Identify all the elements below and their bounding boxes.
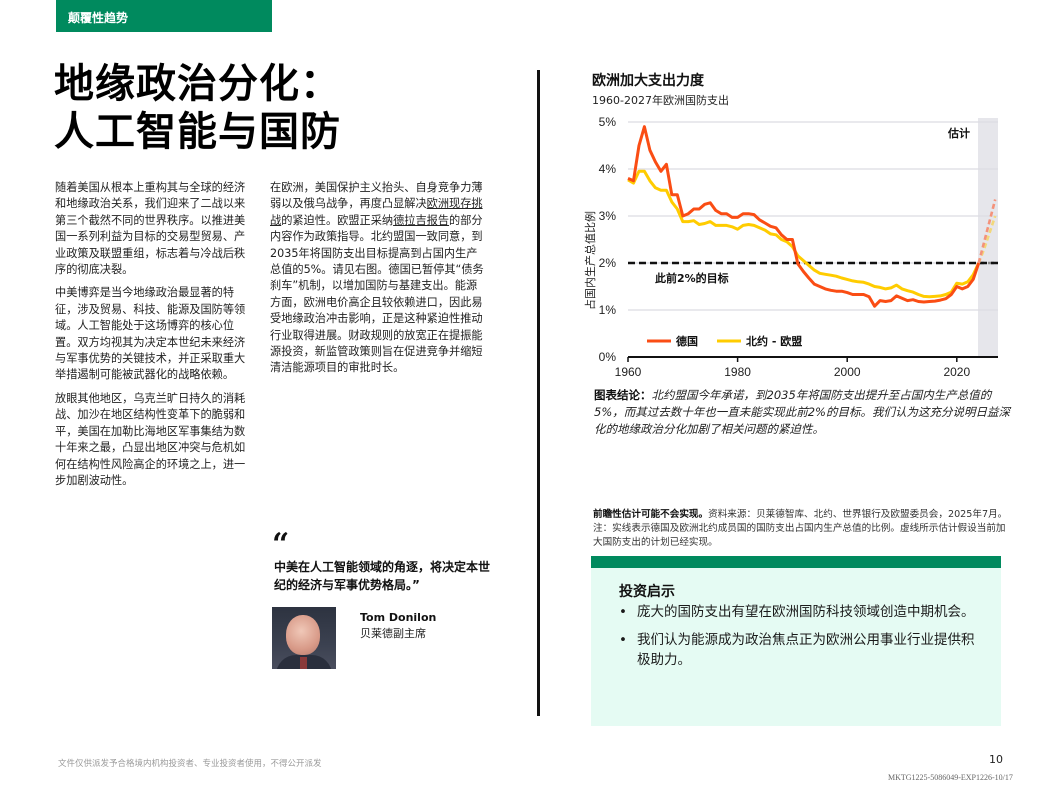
title-line-1: 地缘政治分化：	[54, 61, 341, 107]
source-note: 前瞻性估计可能不会实现。资料来源：贝莱德智库、北约、世界银行及欧盟委员会，202…	[593, 508, 1013, 550]
page-title: 地缘政治分化： 人工智能与国防	[54, 60, 341, 156]
speaker-portrait	[272, 607, 336, 669]
bullet-icon: •	[619, 604, 627, 620]
paragraph: 放眼其他地区，乌克兰旷日持久的消耗战、加沙在地区结构性变革下的脆弱和平，美国在加…	[55, 391, 246, 487]
x-tick-label: 1980	[724, 365, 751, 379]
body-column-2: 在欧洲，美国保护主义抬头、自身竞争力薄弱以及俄乌战争，再度凸显解决欧洲现存挑战的…	[270, 180, 486, 384]
quote-mark-icon: “	[272, 527, 290, 562]
paragraph: 中美博弈是当今地缘政治最显著的特征，涉及贸易、科技、能源及国防等领域。人工智能处…	[55, 286, 246, 382]
legend-label: 德国	[675, 334, 698, 348]
text: 的部分内容作为政策指导。北约盟国一致同意，到2035年将国防支出目标提高到占国内…	[270, 213, 484, 375]
conclusion-text: 北约盟国今年承诺，到2035年将国防支出提升至占国内生产总值的5%，而其过去数十…	[594, 388, 1010, 436]
y-axis-label: 占国内生产总值比例	[583, 211, 597, 310]
investment-item: • 我们认为能源成为政治焦点正为欧洲公用事业行业提供积极助力。	[619, 630, 981, 670]
paragraph: 随着美国从根本上重构其与全球的经济和地缘政治关系，我们迎来了二战以来第三个截然不…	[55, 181, 246, 277]
footer-disclaimer: 文件仅供派发予合格境内机构投资者、专业投资者使用，不得公开派发	[58, 759, 322, 769]
investment-box: 投资启示 • 庞大的国防支出有望在欧洲国防科技领域创造中期机会。 • 我们认为能源成…	[591, 568, 1001, 726]
section-tag-label: 颠覆性趋势	[68, 11, 129, 25]
chart-subtitle: 1960-2027年欧洲国防支出	[592, 94, 729, 107]
speaker-role: 贝莱德副主席	[360, 627, 426, 640]
speaker-name: Tom Donilon	[360, 611, 437, 624]
investment-item-text: 庞大的国防支出有望在欧洲国防科技领域创造中期机会。	[637, 604, 975, 620]
conclusion-label: 图表结论：	[594, 388, 652, 402]
portrait-tie	[300, 657, 307, 669]
document-code: MKTG1225-5086049-EXP1226-10/17	[888, 773, 1013, 782]
estimate-label: 估计	[947, 126, 970, 140]
investment-item-text: 我们认为能源成为政治焦点正为欧洲公用事业行业提供积极助力。	[637, 632, 975, 668]
text: 的紧迫性。欧盟正采纳	[281, 213, 394, 227]
title-line-2: 人工智能与国防	[54, 109, 341, 155]
series-lines	[627, 125, 997, 308]
x-axis-ticks: 1960 1980 2000 2020	[615, 357, 970, 379]
source-disclaimer: 前瞻性估计可能不会实现。	[593, 509, 709, 520]
legend-label: 北约 - 欧盟	[746, 334, 802, 348]
link-draghi-report[interactable]: 德拉吉报告	[393, 213, 450, 227]
x-tick-label: 1960	[615, 365, 642, 379]
investment-title: 投资启示	[619, 584, 675, 600]
body-column-1: 随着美国从根本上重构其与全球的经济和地缘政治关系，我们迎来了二战以来第三个截然不…	[55, 180, 255, 496]
section-tag: 颠覆性趋势	[56, 0, 272, 32]
y-tick-label: 4%	[599, 162, 617, 176]
y-tick-label: 3%	[599, 209, 617, 223]
y-axis-ticks: 0% 1% 2% 3% 4% 5%	[599, 115, 617, 364]
series-estimate-1	[977, 215, 997, 264]
page-number: 10	[989, 753, 1003, 766]
series-estimate-0	[977, 199, 997, 264]
text: 在欧洲，美国保护主义抬头、自身竞争力薄弱以及俄乌战争，再度凸显解决	[270, 181, 483, 211]
chart-legend: 德国 北约 - 欧盟	[647, 334, 802, 348]
investment-box-header-bar	[591, 556, 1001, 568]
y-tick-label: 2%	[599, 256, 617, 270]
y-tick-label: 0%	[599, 350, 617, 364]
series-line-0	[627, 125, 981, 308]
chart-conclusion: 图表结论：北约盟国今年承诺，到2035年将国防支出提升至占国内生产总值的5%，而…	[594, 387, 1014, 438]
chart-title: 欧洲加大支出力度	[592, 73, 704, 89]
target-label: 此前2%的目标	[655, 271, 729, 285]
investment-list: • 庞大的国防支出有望在欧洲国防科技领域创造中期机会。 • 我们认为能源成为政治焦点…	[619, 602, 981, 670]
paragraph: 在欧洲，美国保护主义抬头、自身竞争力薄弱以及俄乌战争，再度凸显解决欧洲现存挑战的…	[270, 180, 486, 377]
quote-text: 中美在人工智能领域的角逐，将决定本世纪的经济与军事优势格局。”	[274, 560, 491, 592]
portrait-head	[286, 615, 320, 655]
y-tick-label: 1%	[599, 303, 617, 317]
column-divider	[537, 70, 540, 716]
x-tick-label: 2000	[834, 365, 861, 379]
investment-item: • 庞大的国防支出有望在欧洲国防科技领域创造中期机会。	[619, 602, 981, 622]
x-tick-label: 2020	[943, 365, 970, 379]
link-europe-challenges[interactable]: 欧洲现存挑战	[270, 197, 483, 227]
defense-spending-chart: 0% 1% 2% 3% 4% 5% 1960 1980 2000 2020 此前2%的目标 估计…	[583, 115, 998, 379]
source-text: 资料来源：贝莱德智库、北约、世界银行及欧盟委员会，2025年7月。注：实线表示德…	[593, 509, 1008, 548]
series-line-1	[627, 169, 981, 299]
y-tick-label: 5%	[599, 115, 617, 129]
bullet-icon: •	[619, 632, 627, 648]
